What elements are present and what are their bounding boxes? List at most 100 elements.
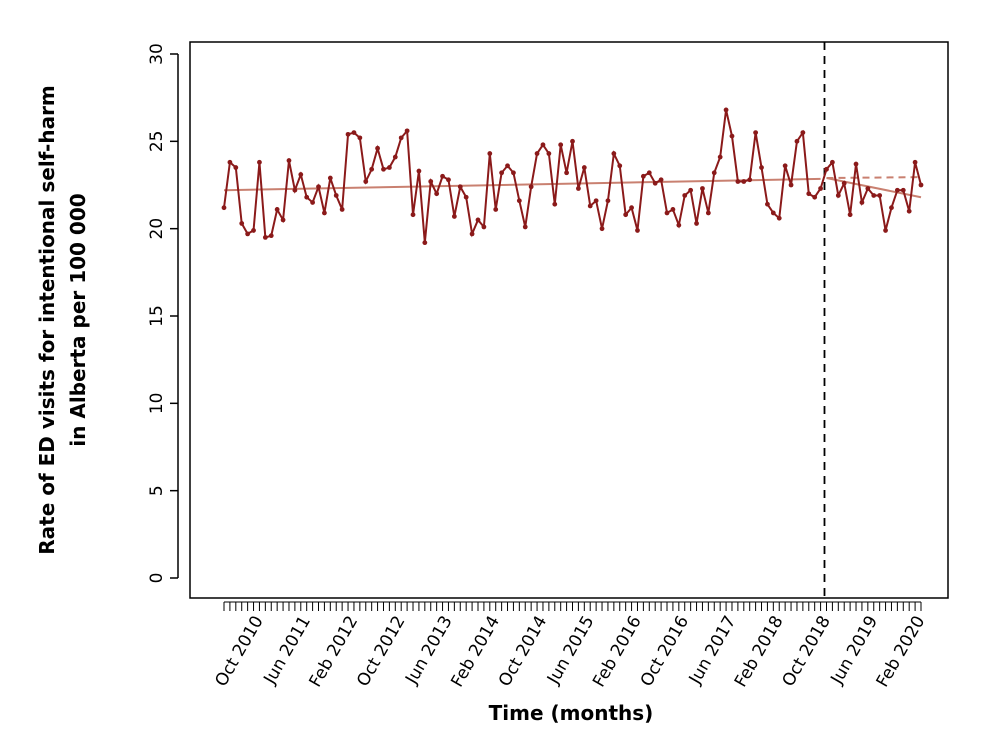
data-point [286, 158, 292, 163]
data-point [227, 159, 233, 165]
data-point [587, 203, 593, 209]
x-tick-label: Oct 2014 [495, 613, 551, 691]
data-point [363, 179, 369, 184]
data-point [747, 177, 753, 183]
data-point [593, 198, 599, 204]
data-point [576, 186, 581, 191]
data-point [516, 198, 522, 204]
data-point [381, 166, 386, 172]
data-point [599, 226, 605, 232]
data-point [729, 133, 735, 139]
y-tick-label: 0 [147, 573, 167, 584]
data-point [481, 224, 487, 230]
data-point [428, 179, 434, 184]
data-point [292, 187, 298, 193]
data-point [629, 205, 634, 211]
data-point [581, 165, 587, 170]
data-point [398, 135, 404, 141]
data-point [552, 201, 558, 207]
data-point [546, 151, 552, 156]
data-point [298, 172, 304, 177]
data-point [245, 231, 251, 237]
data-point [446, 177, 451, 183]
data-point [233, 165, 239, 170]
data-point [257, 159, 262, 165]
data-point [280, 217, 286, 223]
series-points [221, 107, 924, 246]
data-point [859, 200, 865, 205]
data-point [918, 182, 924, 188]
data-point [782, 163, 788, 169]
data-point [900, 187, 906, 193]
data-point [670, 207, 676, 212]
data-point [682, 193, 688, 198]
data-point [564, 170, 569, 176]
data-point [759, 165, 764, 170]
data-point [316, 184, 321, 190]
data-point [841, 180, 847, 186]
data-point [605, 198, 611, 204]
data-point [404, 128, 410, 134]
data-point [658, 177, 664, 183]
series-line [223, 109, 922, 243]
data-point [688, 187, 694, 193]
data-point [646, 170, 652, 176]
data-point [274, 207, 280, 212]
y-axis: 0 5 10 15 20 25 30 [147, 43, 179, 584]
x-tick-label: Feb 2020 [873, 613, 930, 691]
data-point [705, 210, 711, 216]
data-point [268, 233, 274, 239]
data-point [871, 193, 877, 198]
data-point [351, 130, 357, 136]
data-point [440, 173, 445, 179]
data-point [493, 207, 499, 212]
data-point [877, 193, 883, 198]
data-point [765, 201, 770, 207]
data-point [711, 170, 717, 176]
data-point [534, 151, 540, 156]
data-point [635, 228, 640, 233]
data-point [912, 159, 918, 165]
data-point [889, 205, 894, 211]
data-point [357, 135, 363, 141]
data-point [558, 142, 564, 148]
pre-intervention-trend [223, 177, 821, 192]
series-lines [223, 42, 922, 598]
plot-frame [189, 41, 949, 599]
data-point [487, 151, 493, 156]
y-tick-label: 5 [147, 485, 167, 496]
data-point [835, 193, 841, 198]
data-point [369, 166, 375, 172]
data-point [345, 131, 351, 137]
y-axis-title-line2: in Alberta per 100 000 [66, 193, 90, 446]
data-point [392, 154, 398, 160]
data-point [623, 212, 629, 218]
data-point [304, 194, 310, 200]
y-tick-label: 30 [147, 43, 167, 65]
y-axis-title-line1: Rate of ED visits for intentional self-h… [35, 85, 59, 555]
data-point [806, 191, 812, 197]
data-point [617, 163, 623, 169]
data-point [505, 163, 510, 169]
data-point [770, 210, 776, 216]
data-point [812, 194, 818, 200]
data-point [723, 107, 729, 113]
data-point [221, 205, 227, 211]
data-point [416, 168, 422, 174]
data-point [375, 145, 380, 151]
data-point [664, 210, 670, 216]
y-tick-label: 10 [147, 393, 167, 415]
data-point [694, 221, 699, 226]
data-point [469, 231, 475, 237]
data-point [741, 179, 747, 184]
y-tick-label: 15 [147, 305, 167, 327]
data-point [700, 186, 705, 191]
data-point [457, 184, 463, 190]
data-point [333, 193, 339, 198]
data-point [788, 182, 794, 188]
data-point [829, 159, 835, 165]
data-point [422, 240, 428, 246]
data-point [800, 130, 806, 136]
